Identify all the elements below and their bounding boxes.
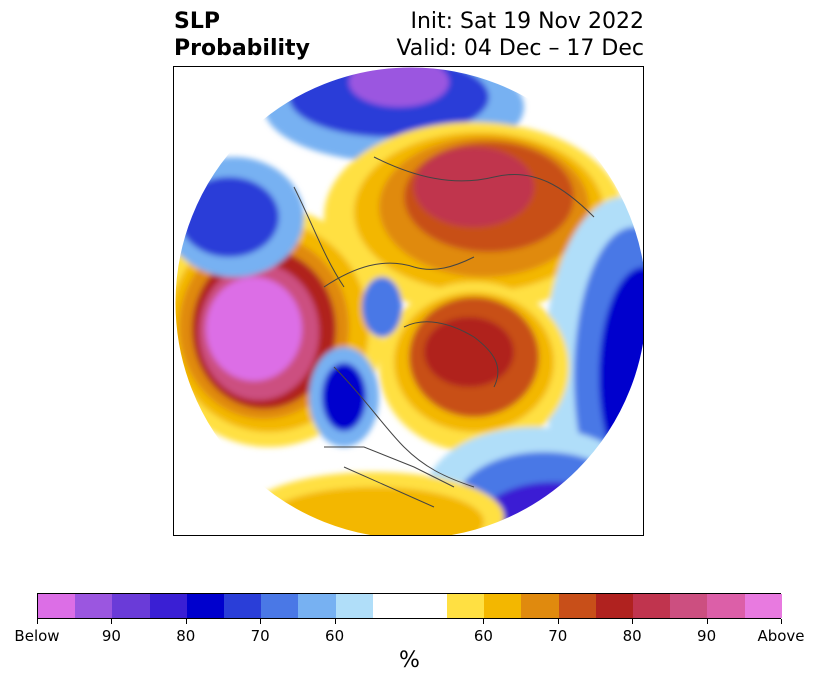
colorbar-segment bbox=[298, 594, 336, 618]
init-date-label: Init: Sat 19 Nov 2022 bbox=[410, 9, 644, 34]
colorbar-segment bbox=[112, 594, 150, 618]
colorbar-tick-label: 60 bbox=[473, 627, 493, 645]
colorbar-segment bbox=[149, 594, 187, 618]
colorbar-tick-mark bbox=[260, 619, 262, 624]
colorbar-tick-mark bbox=[557, 619, 559, 624]
map-title: SLP Probability bbox=[174, 8, 310, 62]
colorbar-tick-mark bbox=[334, 619, 336, 624]
colorbar-tick-label: 80 bbox=[176, 627, 196, 645]
colorbar-segment bbox=[744, 594, 782, 618]
colorbar-tick-label: Above bbox=[757, 627, 805, 645]
colorbar-segment bbox=[484, 594, 522, 618]
valid-range-label: Valid: 04 Dec – 17 Dec bbox=[396, 36, 644, 61]
colorbar-tick-mark bbox=[483, 619, 485, 624]
colorbar-tick-label: 90 bbox=[101, 627, 121, 645]
map-subtitle: Init: Sat 19 Nov 2022 Valid: 04 Dec – 17… bbox=[396, 8, 644, 62]
colorbar-segment bbox=[223, 594, 262, 618]
colorbar-tick-mark bbox=[781, 619, 782, 624]
colorbar-segment bbox=[595, 594, 633, 618]
colorbar-tick-mark bbox=[37, 619, 38, 624]
colorbar-unit-label: % bbox=[399, 648, 420, 673]
colorbar-segment bbox=[707, 594, 745, 618]
colorbar-segment bbox=[38, 594, 76, 618]
colorbar bbox=[37, 593, 782, 619]
colorbar-segment bbox=[261, 594, 299, 618]
colorbar-segment bbox=[409, 594, 448, 618]
colorbar-tick-mark bbox=[706, 619, 708, 624]
colorbar-segment bbox=[372, 594, 410, 618]
colorbar-tick-label: 80 bbox=[622, 627, 642, 645]
colorbar-tick-label: 70 bbox=[548, 627, 568, 645]
title-left-line2: Probability bbox=[174, 36, 310, 61]
title-left-line1: SLP bbox=[174, 9, 220, 34]
colorbar-segment bbox=[335, 594, 373, 618]
colorbar-segment bbox=[558, 594, 596, 618]
colorbar-tick-label: 60 bbox=[325, 627, 345, 645]
polar-map bbox=[174, 67, 643, 535]
colorbar-tick-label: 90 bbox=[697, 627, 717, 645]
colorbar-tick-mark bbox=[111, 619, 113, 624]
colorbar-segment bbox=[521, 594, 559, 618]
colorbar-tick-label: 70 bbox=[250, 627, 270, 645]
colorbar-tick-mark bbox=[632, 619, 634, 624]
colorbar-tick-label: Below bbox=[14, 627, 60, 645]
map-panel bbox=[173, 66, 644, 536]
colorbar-segment bbox=[633, 594, 671, 618]
colorbar-segment bbox=[186, 594, 224, 618]
colorbar-segment bbox=[75, 594, 113, 618]
colorbar-segment bbox=[447, 594, 485, 618]
colorbar-tick-mark bbox=[185, 619, 187, 624]
colorbar-segment bbox=[670, 594, 708, 618]
